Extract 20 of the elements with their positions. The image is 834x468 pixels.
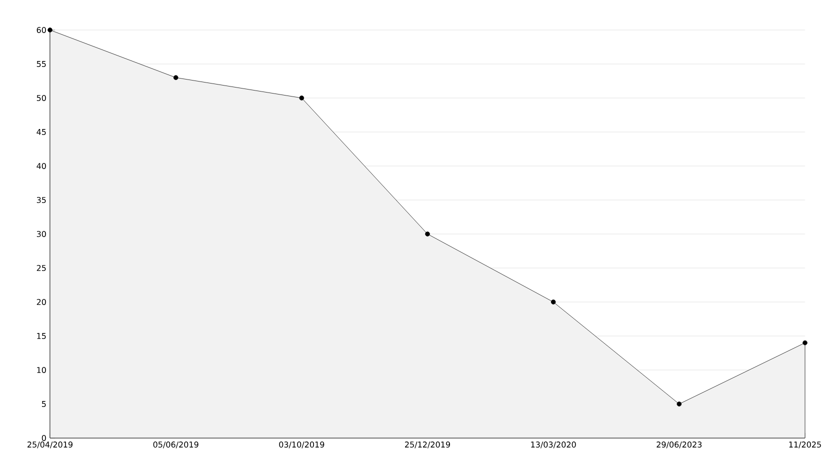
y-tick-label: 0	[42, 434, 46, 442]
y-tick-label: 35	[36, 196, 46, 204]
x-tick-label: 29/06/2023	[656, 442, 702, 448]
x-tick-label: 25/04/2019	[28, 442, 72, 448]
x-tick-label: 11/2025	[789, 442, 821, 448]
y-tick-label: 25	[36, 264, 46, 272]
x-tick-label: 13/03/2020	[531, 442, 576, 448]
y-tick-label: 55	[36, 61, 46, 67]
y-tick-label: 5	[42, 401, 46, 407]
x-tick-label: 25/12/2019	[405, 442, 450, 448]
x-tick-label: 03/10/2019	[279, 442, 324, 448]
y-tick-label: 50	[36, 94, 46, 102]
y-tick-label: 45	[36, 129, 46, 135]
y-tick-label: 60	[36, 26, 46, 34]
y-tick-label: 20	[36, 298, 46, 306]
y-tick-label: 10	[37, 366, 46, 374]
y-tick-label: 40	[36, 162, 46, 170]
y-tick-label: 30	[36, 230, 46, 238]
y-tick-label: 15	[37, 333, 46, 339]
x-tick-label: 05/06/2019	[153, 442, 198, 448]
